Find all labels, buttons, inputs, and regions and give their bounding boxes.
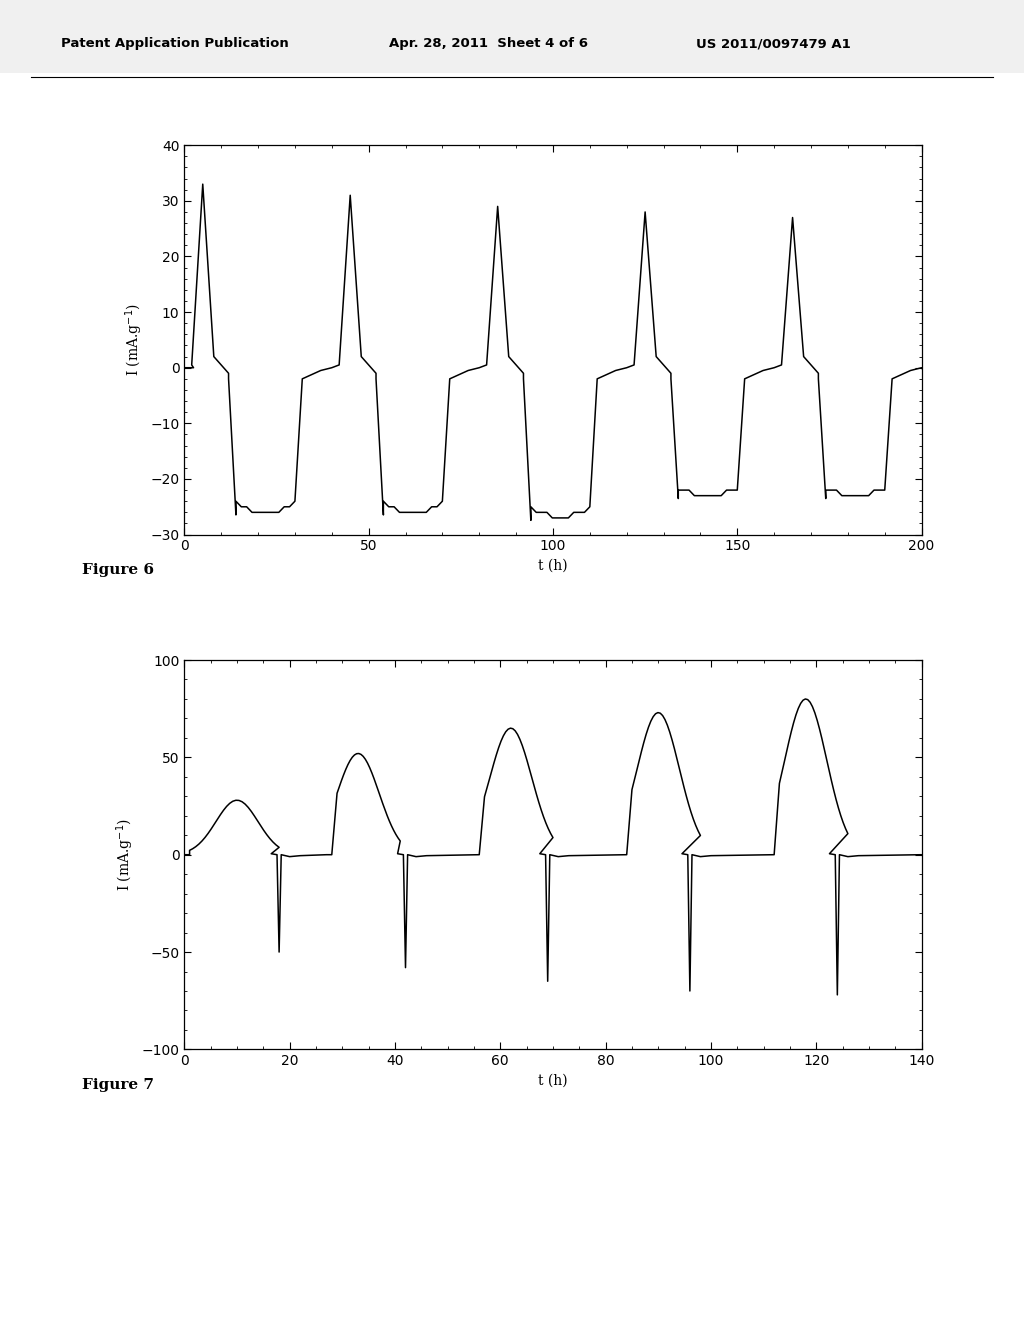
Text: Figure 7: Figure 7 bbox=[82, 1078, 154, 1092]
Text: US 2011/0097479 A1: US 2011/0097479 A1 bbox=[696, 37, 851, 50]
X-axis label: t (h): t (h) bbox=[539, 1073, 567, 1088]
Y-axis label: I (mA.g$^{-1}$): I (mA.g$^{-1}$) bbox=[115, 818, 136, 891]
X-axis label: t (h): t (h) bbox=[539, 558, 567, 573]
Y-axis label: I (mA.g$^{-1}$): I (mA.g$^{-1}$) bbox=[123, 304, 144, 376]
Text: Apr. 28, 2011  Sheet 4 of 6: Apr. 28, 2011 Sheet 4 of 6 bbox=[389, 37, 588, 50]
Text: Figure 6: Figure 6 bbox=[82, 564, 154, 577]
Text: Patent Application Publication: Patent Application Publication bbox=[61, 37, 289, 50]
